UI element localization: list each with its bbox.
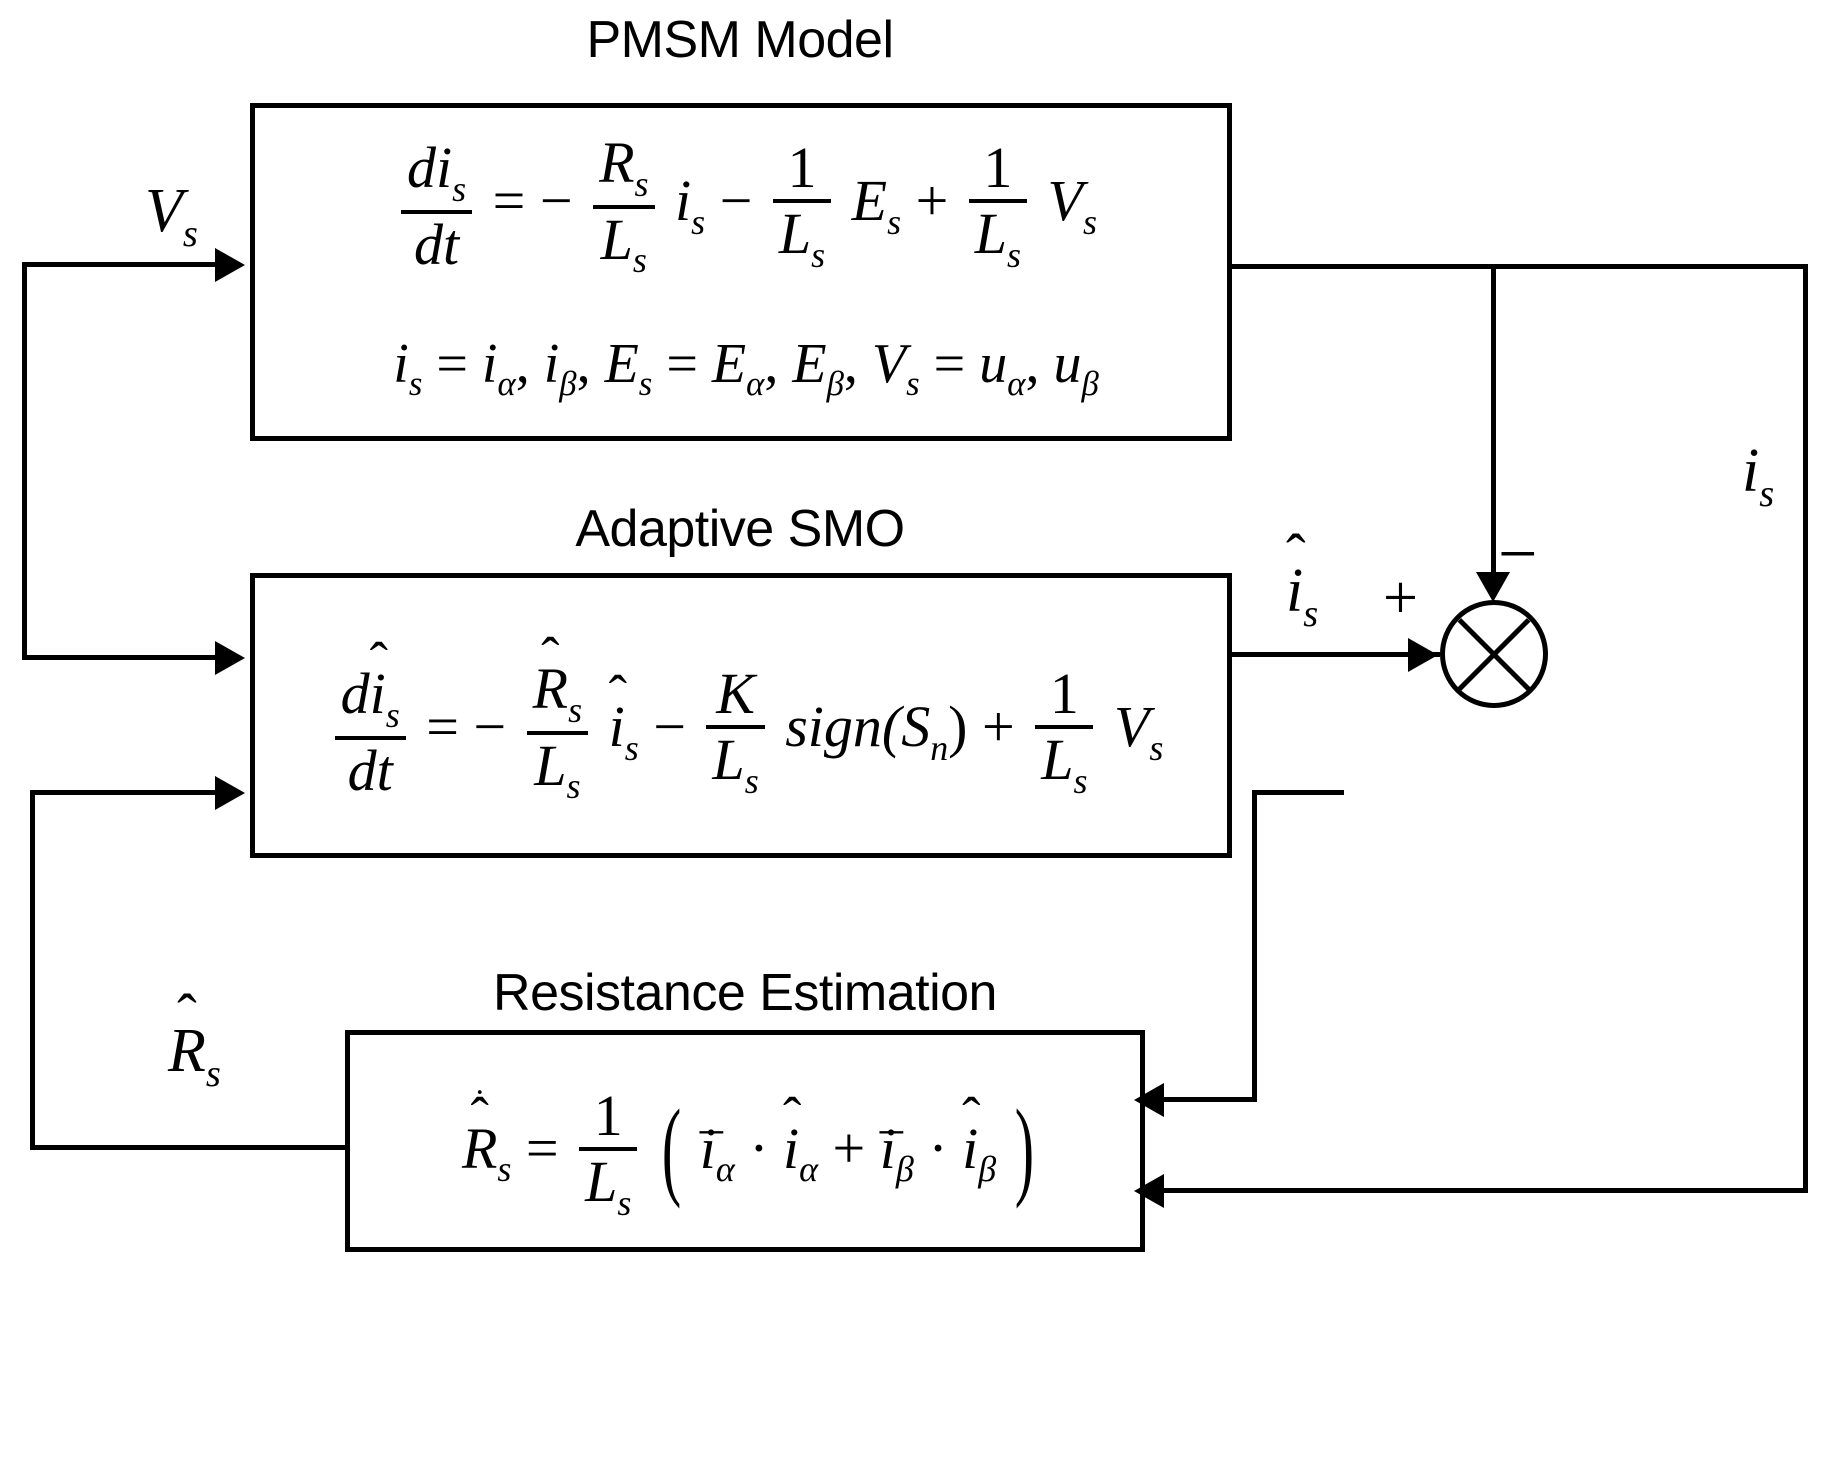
smo-term2-fraction: K Ls: [706, 665, 765, 800]
arrowhead-rshat-into-smo: [215, 776, 245, 810]
smo-term1-fraction: ˆ Rs Ls: [526, 629, 589, 805]
pmsm-ialpha: iα: [481, 333, 516, 404]
summing-junction[interactable]: [1440, 600, 1548, 708]
arrowhead-feedback-to-resistance: [1134, 1174, 1164, 1208]
minus-sign-2: −: [719, 167, 753, 233]
wire-smo-branch-to-resistance: [1160, 1097, 1257, 1102]
resistance-estimation-title: Resistance Estimation: [493, 964, 997, 1022]
plus-sign: +: [915, 167, 949, 233]
pmsm-ibeta: iβ: [543, 333, 577, 404]
arrowhead-ishat-into-sum: [1408, 638, 1438, 672]
label-is-hat: ˆ is: [1286, 523, 1319, 635]
equals-sign: =: [426, 693, 459, 759]
pmsm-term2-fraction: 1 Ls: [772, 139, 832, 274]
pmsm-term2-variable: Es: [851, 167, 902, 242]
pmsm-Ebeta: Eβ: [792, 333, 844, 404]
wire-pmsm-output-horizontal: [1232, 264, 1494, 269]
resistance-term-ialpha-hat: ˆ iα: [783, 1085, 819, 1190]
pmsm-equation-line-2: is = iα, iβ, Es = Eα, Eβ, Vs = uα, uβ: [393, 333, 1099, 404]
wire-vs-trunk-vertical: [22, 262, 27, 660]
wire-rshat-into-smo: [30, 790, 222, 795]
pmsm-term1-variable: is: [675, 167, 706, 242]
wire-right-feedback-top: [1491, 264, 1808, 269]
pmsm-ualpha: uα: [979, 333, 1026, 404]
label-rs-hat: ˆ Rs: [168, 983, 221, 1095]
resistance-equation: ˙ ˆ R s = 1 Ls ( – iα · ˆ iα + – iβ · ˆ iβ ): [350, 1082, 1150, 1222]
wire-smo-branch-vertical: [1252, 790, 1257, 1102]
arrowhead-vs-to-smo: [215, 641, 245, 675]
wire-rshat-horizontal-bottom: [30, 1145, 348, 1150]
pmsm-lhs-derivative: dis dt: [401, 139, 473, 274]
open-paren: (: [661, 1085, 682, 1210]
pmsm-ubeta: uβ: [1053, 333, 1099, 404]
pmsm-Es-symbol: Es: [604, 333, 653, 404]
minus-sign-1: −: [473, 693, 507, 759]
dot-operator-2: ·: [928, 1115, 948, 1181]
smo-term3-variable: Vs: [1113, 693, 1164, 768]
dot-operator-1: ·: [749, 1115, 769, 1181]
equals-sign: =: [525, 1115, 559, 1181]
adaptive-smo-block[interactable]: d ˆ is dt = − ˆ Rs Ls ˆ is − K Ls sign(Sn) +…: [250, 573, 1232, 858]
wire-vs-to-smo: [22, 655, 222, 660]
pmsm-term3-fraction: 1 Ls: [968, 139, 1028, 274]
minus-sign-2: −: [653, 693, 686, 759]
plus-sign: +: [982, 693, 1015, 759]
label-is-feedback: is: [1742, 437, 1775, 515]
arrowhead-is-into-sum: [1476, 572, 1510, 602]
arrowhead-vs-to-pmsm: [215, 248, 245, 282]
pmsm-equation-line-1: dis dt = − Rs Ls is − 1 Ls Es + 1 Ls Vs: [255, 134, 1237, 279]
summing-plus-sign: +: [1383, 564, 1418, 632]
pmsm-model-block[interactable]: dis dt = − Rs Ls is − 1 Ls Es + 1 Ls Vs: [250, 103, 1232, 441]
smo-term1-variable: ˆ is: [608, 664, 639, 768]
close-paren: ): [1014, 1085, 1035, 1210]
resistance-estimation-block[interactable]: ˙ ˆ R s = 1 Ls ( – iα · ˆ iα + – iβ · ˆ iβ ): [345, 1030, 1145, 1252]
resistance-lhs: ˙ ˆ R s: [461, 1082, 512, 1190]
wire-right-feedback-vertical: [1803, 264, 1808, 1192]
smo-term3-fraction: 1 Ls: [1035, 665, 1094, 800]
wire-pmsm-output-vertical: [1491, 264, 1496, 580]
minus-sign-1: −: [539, 167, 573, 233]
wire-right-feedback-to-resistance: [1160, 1188, 1808, 1193]
pmsm-Ealpha: Eα: [711, 333, 765, 404]
arrowhead-smo-to-resistance: [1134, 1083, 1164, 1117]
plus-sign: +: [832, 1115, 866, 1181]
pmsm-term3-variable: Vs: [1047, 167, 1097, 242]
pmsm-model-title: PMSM Model: [586, 11, 894, 69]
pmsm-is-symbol: is: [393, 333, 423, 404]
wire-smo-branch-tap: [1252, 790, 1344, 795]
wire-smo-output-to-sum: [1232, 652, 1440, 657]
equals-sign: =: [492, 167, 526, 233]
wire-vs-to-pmsm: [22, 262, 222, 267]
resistance-fraction: 1 Ls: [579, 1087, 638, 1222]
smo-equation: d ˆ is dt = − ˆ Rs Ls ˆ is − K Ls sign(Sn) +…: [255, 629, 1237, 805]
wire-rshat-vertical: [30, 790, 35, 1148]
adaptive-smo-title: Adaptive SMO: [575, 500, 905, 558]
smo-sign-function: sign(Sn): [785, 693, 968, 768]
smo-lhs-derivative: d ˆ is dt: [334, 634, 406, 800]
label-vs: Vs: [145, 177, 198, 255]
resistance-term-ialpha-bar: – iα: [699, 1102, 735, 1190]
pmsm-term1-fraction: Rs Ls: [593, 134, 655, 279]
resistance-term-ibeta-hat: ˆ iβ: [962, 1085, 997, 1190]
pmsm-Vs-symbol: Vs: [871, 333, 920, 404]
resistance-term-ibeta-bar: – iβ: [879, 1102, 914, 1190]
